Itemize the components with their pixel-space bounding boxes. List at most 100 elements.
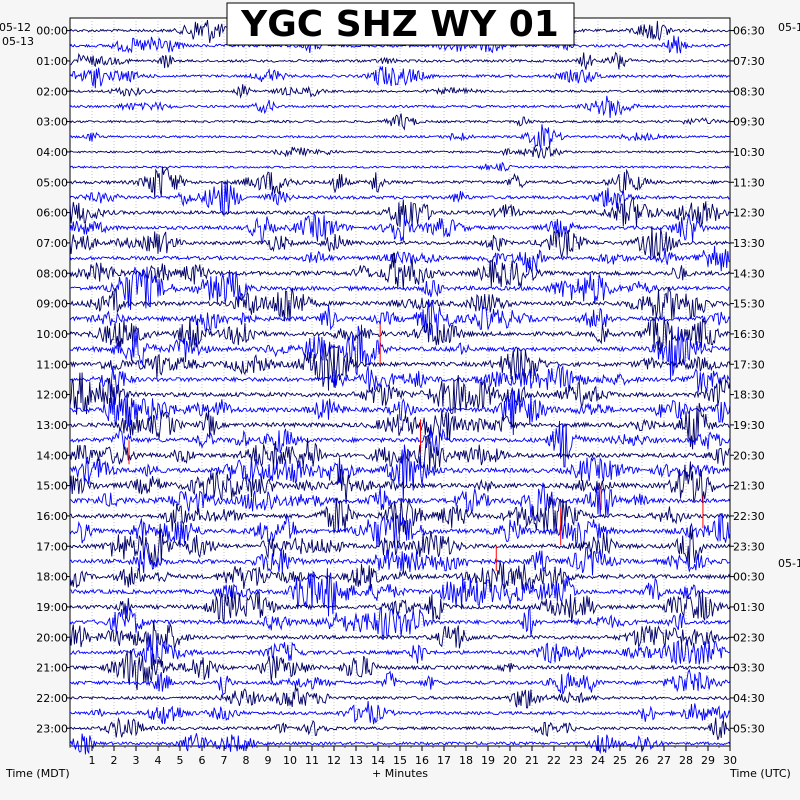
x-tick-label: 25 xyxy=(613,754,627,767)
left-hour-label: 14:00 xyxy=(36,449,68,462)
seismic-trace xyxy=(69,95,731,119)
x-tick-label: 21 xyxy=(525,754,539,767)
seismic-trace xyxy=(69,245,731,273)
right-hour-label: 01:30 xyxy=(733,601,765,614)
left-hour-label: 02:00 xyxy=(36,85,68,98)
right-hour-label: 22:30 xyxy=(733,510,765,523)
right-hour-label: 03:30 xyxy=(733,662,765,675)
seismic-trace xyxy=(69,287,731,322)
right-hour-label: 20:30 xyxy=(733,449,765,462)
x-tick-label: 10 xyxy=(283,754,297,767)
left-date-label-second: 05-13 xyxy=(2,35,34,48)
left-hour-label: 05:00 xyxy=(36,176,68,189)
x-tick-label: 3 xyxy=(133,754,140,767)
right-hour-label: 16:30 xyxy=(733,328,765,341)
left-hour-label: 22:00 xyxy=(36,692,68,705)
x-tick-label: 8 xyxy=(243,754,250,767)
right-hour-label: 23:30 xyxy=(733,540,765,553)
chart-title: YGC SHZ WY 01 xyxy=(240,4,559,45)
seismic-traces xyxy=(69,19,731,755)
x-tick-label: 27 xyxy=(657,754,671,767)
x-tick-label: 23 xyxy=(569,754,583,767)
seismic-trace xyxy=(69,226,731,260)
right-hour-label: 18:30 xyxy=(733,389,765,402)
seismic-trace xyxy=(69,512,731,549)
x-tick-label: 24 xyxy=(591,754,605,767)
left-hour-label: 09:00 xyxy=(36,298,68,311)
seismic-trace xyxy=(69,649,731,691)
left-hour-label: 07:00 xyxy=(36,237,68,250)
seismic-trace xyxy=(69,620,731,652)
right-hour-label: 13:30 xyxy=(733,237,765,250)
right-hour-label: 05:30 xyxy=(733,722,765,735)
right-axis-label: Time (UTC) xyxy=(729,767,791,780)
x-tick-label: 14 xyxy=(371,754,385,767)
x-tick-label: 28 xyxy=(679,754,693,767)
right-hour-label: 00:30 xyxy=(733,571,765,584)
right-hour-label: 02:30 xyxy=(733,631,765,644)
x-tick-label: 12 xyxy=(327,754,341,767)
left-hour-label: 18:00 xyxy=(36,571,68,584)
left-hour-label: 06:00 xyxy=(36,207,68,220)
seismic-trace xyxy=(69,212,731,245)
left-hour-label: 12:00 xyxy=(36,389,68,402)
left-hour-label: 10:00 xyxy=(36,328,68,341)
x-tick-label: 7 xyxy=(221,754,228,767)
left-hour-label: 13:00 xyxy=(36,419,68,432)
seismic-trace xyxy=(69,605,731,640)
right-hour-label: 06:30 xyxy=(733,25,765,38)
seismic-trace xyxy=(69,84,731,99)
seismic-trace xyxy=(69,35,730,54)
seismic-trace xyxy=(69,461,731,504)
seismic-trace xyxy=(69,389,731,436)
seismic-trace xyxy=(69,145,731,160)
x-tick-label: 9 xyxy=(265,754,272,767)
left-hour-label: 15:00 xyxy=(36,480,68,493)
seismic-trace xyxy=(69,590,731,623)
seismic-trace xyxy=(69,701,731,725)
right-hour-label: 14:30 xyxy=(733,267,765,280)
right-hour-label: 15:30 xyxy=(733,298,765,311)
seismic-trace xyxy=(69,179,731,217)
x-tick-label: 2 xyxy=(111,754,118,767)
x-tick-label: 16 xyxy=(415,754,429,767)
x-tick-label: 18 xyxy=(459,754,473,767)
right-hour-label: 07:30 xyxy=(733,55,765,68)
left-hour-label: 16:00 xyxy=(36,510,68,523)
x-tick-label: 15 xyxy=(393,754,407,767)
title-box xyxy=(226,2,575,46)
left-hour-label: 19:00 xyxy=(36,601,68,614)
x-axis-ticks: 1 2 3 4 5 6 7 8 9 10 11 12 13 14 15 16 17 18 19 20 21 22 23 24 2… xyxy=(69,746,737,767)
seismic-trace xyxy=(69,51,731,70)
seismic-trace xyxy=(69,420,731,468)
right-hour-labels: 06:30 07:30 08:30 09:30 10:30 11:30 12:30 13:30… xyxy=(730,25,765,735)
x-tick-label: 5 xyxy=(177,754,184,767)
seismic-trace xyxy=(69,668,731,696)
right-hour-label: 08:30 xyxy=(733,85,765,98)
left-hour-label: 08:00 xyxy=(36,267,68,280)
left-hour-label: 17:00 xyxy=(36,540,68,553)
right-date-label-midnight: 05-1 xyxy=(778,557,800,570)
seismic-trace xyxy=(69,685,731,709)
left-hour-label: 04:00 xyxy=(36,146,68,159)
seismic-trace xyxy=(69,561,731,591)
seismic-trace xyxy=(69,523,731,568)
right-hour-label: 11:30 xyxy=(733,176,765,189)
seismic-trace xyxy=(69,444,731,503)
x-tick-label: 20 xyxy=(503,754,517,767)
seismic-trace xyxy=(70,482,731,521)
left-hour-label: 23:00 xyxy=(36,722,68,735)
seismic-trace xyxy=(69,372,731,415)
seismic-trace xyxy=(69,324,731,380)
seismic-trace xyxy=(69,316,731,352)
left-hour-label: 21:00 xyxy=(36,662,68,675)
seismic-trace xyxy=(69,716,731,740)
left-hour-label: 01:00 xyxy=(36,55,68,68)
x-tick-label: 17 xyxy=(437,754,451,767)
x-tick-label: 19 xyxy=(481,754,495,767)
seismic-trace xyxy=(69,402,731,450)
seismic-trace xyxy=(69,166,731,198)
seismic-trace xyxy=(69,161,731,172)
